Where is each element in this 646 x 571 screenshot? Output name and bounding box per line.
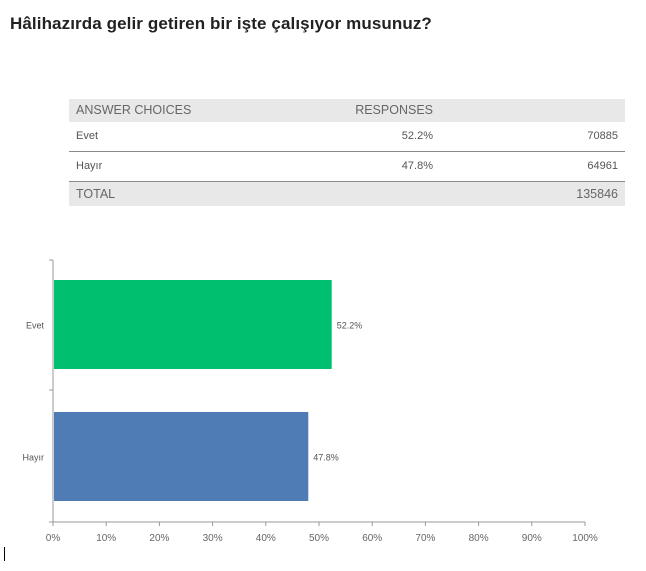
x-tick-label: 0% <box>46 533 61 544</box>
x-tick-label: 30% <box>203 533 223 544</box>
x-tick-label: 90% <box>522 533 542 544</box>
row-count: 64961 <box>587 160 618 172</box>
x-tick-label: 60% <box>362 533 382 544</box>
x-tick-label: 100% <box>572 533 598 544</box>
x-tick-label: 20% <box>149 533 169 544</box>
x-tick-label: 70% <box>415 533 435 544</box>
x-tick-label: 10% <box>96 533 116 544</box>
question-title: Hâlihazırda gelir getiren bir işte çalış… <box>10 14 432 33</box>
table-header: ANSWER CHOICES RESPONSES <box>69 99 625 122</box>
text-cursor <box>4 547 5 561</box>
table-row: Hayır 47.8% 64961 <box>69 152 625 182</box>
table-total-row: TOTAL 135846 <box>69 182 625 206</box>
row-percent: 52.2% <box>401 130 433 142</box>
header-answer-choices: ANSWER CHOICES <box>76 103 192 117</box>
bar-hayır <box>54 412 309 501</box>
category-label: Evet <box>26 321 45 331</box>
total-count: 135846 <box>576 187 618 201</box>
row-label: Hayır <box>76 160 103 172</box>
bar-chart: 0% 10% 20% 30% 40% 50% 60% 70% 80% 90% 100% Evet 52.… <box>22 259 598 544</box>
row-count: 70885 <box>587 130 618 142</box>
bar-evet <box>54 280 332 369</box>
row-percent: 47.8% <box>401 160 433 172</box>
x-tick-label: 40% <box>256 533 276 544</box>
data-label: 47.8% <box>313 453 339 463</box>
header-responses: RESPONSES <box>355 103 433 117</box>
x-tick-label: 50% <box>309 533 329 544</box>
results-table: ANSWER CHOICES RESPONSES Evet 52.2% 7088… <box>69 99 625 206</box>
x-tick-label: 80% <box>469 533 489 544</box>
row-label: Evet <box>76 130 99 142</box>
data-label: 52.2% <box>337 321 363 331</box>
table-row: Evet 52.2% 70885 <box>69 122 625 152</box>
category-label: Hayır <box>22 453 44 463</box>
total-label: TOTAL <box>76 187 116 201</box>
